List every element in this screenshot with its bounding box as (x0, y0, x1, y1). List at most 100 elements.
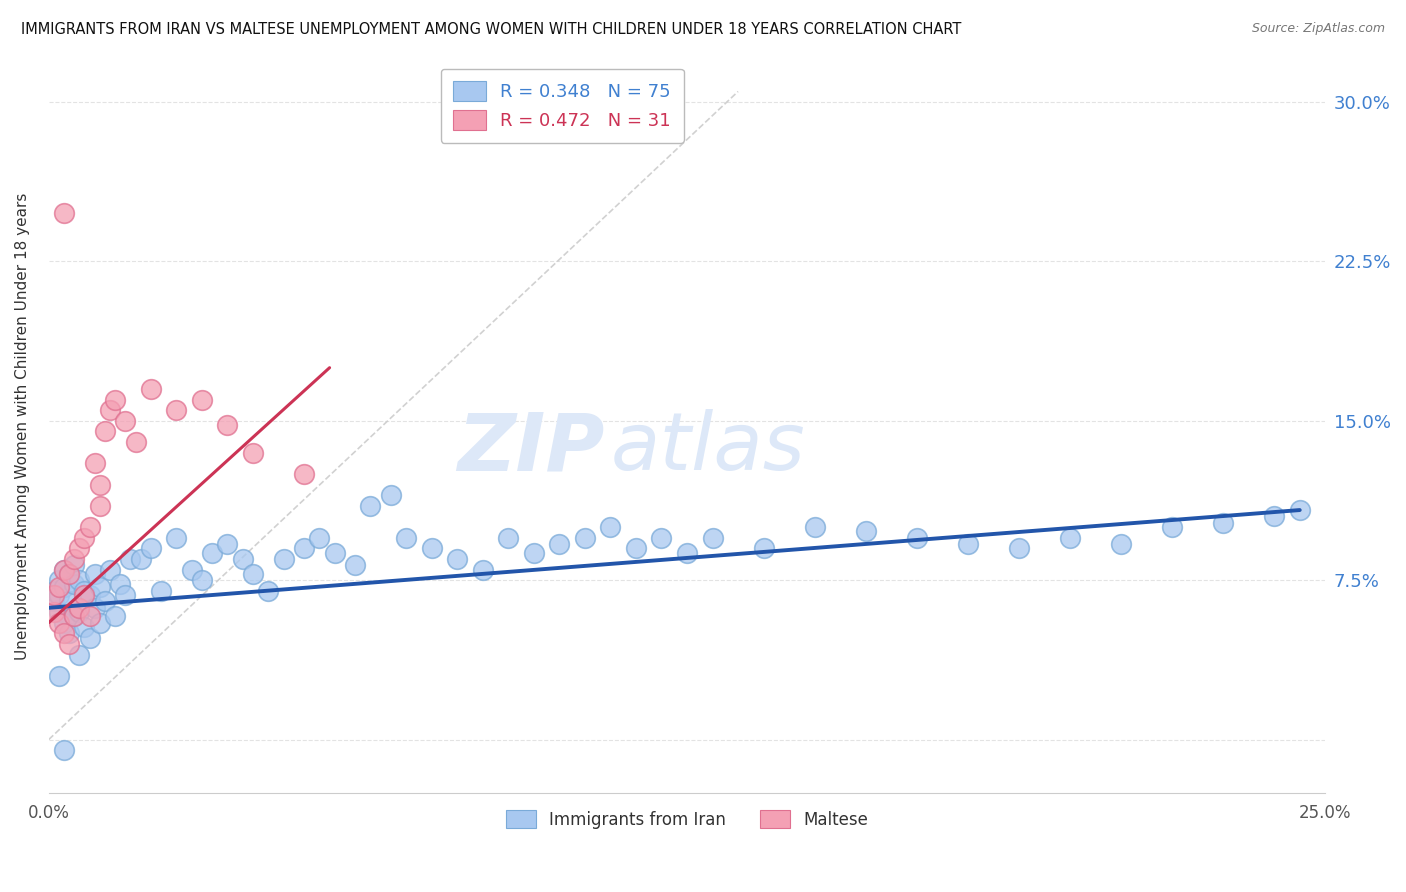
Point (191, 392, 214, 407)
Point (73, 588, 96, 602)
Point (53, 205, 76, 219)
Point (53, 563, 76, 577)
Point (98, 403, 121, 417)
Point (624, 541, 647, 556)
Point (73, 620, 96, 634)
Point (420, 541, 443, 556)
Point (1008, 541, 1031, 556)
Point (165, 531, 187, 545)
Point (58, 566, 80, 581)
Point (498, 531, 520, 545)
Point (323, 545, 346, 559)
Point (292, 467, 315, 481)
Point (63, 609, 86, 624)
Point (58, 594, 80, 608)
Point (58, 566, 80, 581)
Text: IMMIGRANTS FROM IRAN VS MALTESE UNEMPLOYMENT AMONG WOMEN WITH CHILDREN UNDER 18 : IMMIGRANTS FROM IRAN VS MALTESE UNEMPLOY… (21, 22, 962, 37)
Point (120, 552, 142, 566)
Point (1161, 520, 1184, 534)
Text: atlas: atlas (610, 409, 806, 487)
Point (53, 563, 76, 577)
Point (83, 456, 105, 470)
Point (548, 537, 571, 551)
Point (98, 563, 121, 577)
Point (94, 425, 117, 439)
Point (94, 594, 117, 608)
Point (232, 552, 254, 566)
Point (803, 520, 825, 534)
Point (180, 563, 202, 577)
Point (752, 541, 775, 556)
Point (58, 626, 80, 640)
Y-axis label: Unemployment Among Women with Children Under 18 years: Unemployment Among Women with Children U… (15, 193, 30, 660)
Point (905, 531, 928, 545)
Point (242, 566, 264, 581)
Point (1212, 516, 1234, 530)
Point (63, 577, 86, 591)
Text: Source: ZipAtlas.com: Source: ZipAtlas.com (1251, 22, 1385, 36)
Point (1109, 537, 1132, 551)
Text: ZIP: ZIP (457, 409, 605, 487)
Point (1263, 509, 1285, 524)
Point (53, 615, 76, 630)
Point (83, 566, 105, 581)
Point (124, 435, 146, 450)
Point (67, 605, 90, 619)
Point (217, 418, 239, 433)
Point (79, 609, 101, 624)
Point (53, 580, 76, 594)
Point (89, 615, 111, 630)
Point (1288, 503, 1310, 517)
Point (48, 573, 70, 587)
Point (48, 580, 70, 594)
Point (273, 552, 295, 566)
Point (471, 563, 494, 577)
Point (89, 477, 111, 491)
Point (42, 583, 65, 598)
Point (48, 669, 70, 683)
Point (67, 648, 90, 662)
Point (53, 626, 76, 640)
Legend: Immigrants from Iran, Maltese: Immigrants from Iran, Maltese (499, 804, 875, 836)
Point (63, 552, 86, 566)
Point (42, 594, 65, 608)
Point (110, 577, 132, 591)
Point (165, 403, 187, 417)
Point (79, 520, 101, 534)
Point (67, 600, 90, 615)
Point (292, 541, 315, 556)
Point (139, 382, 162, 396)
Point (53, 743, 76, 757)
Point (676, 545, 699, 559)
Point (114, 414, 136, 428)
Point (67, 573, 90, 587)
Point (89, 499, 111, 513)
Point (150, 583, 173, 598)
Point (42, 588, 65, 602)
Point (42, 605, 65, 619)
Point (201, 545, 224, 559)
Point (308, 531, 330, 545)
Point (242, 445, 264, 459)
Point (650, 531, 672, 545)
Point (48, 615, 70, 630)
Point (67, 541, 90, 556)
Point (114, 588, 136, 602)
Point (855, 524, 877, 539)
Point (73, 583, 96, 598)
Point (359, 499, 381, 513)
Point (104, 392, 127, 407)
Point (63, 558, 86, 573)
Point (574, 531, 596, 545)
Point (191, 573, 214, 587)
Point (104, 609, 127, 624)
Point (702, 531, 724, 545)
Point (79, 588, 101, 602)
Point (217, 537, 239, 551)
Point (58, 637, 80, 651)
Point (83, 600, 105, 615)
Point (380, 488, 402, 502)
Point (89, 580, 111, 594)
Point (257, 583, 280, 598)
Point (48, 605, 70, 619)
